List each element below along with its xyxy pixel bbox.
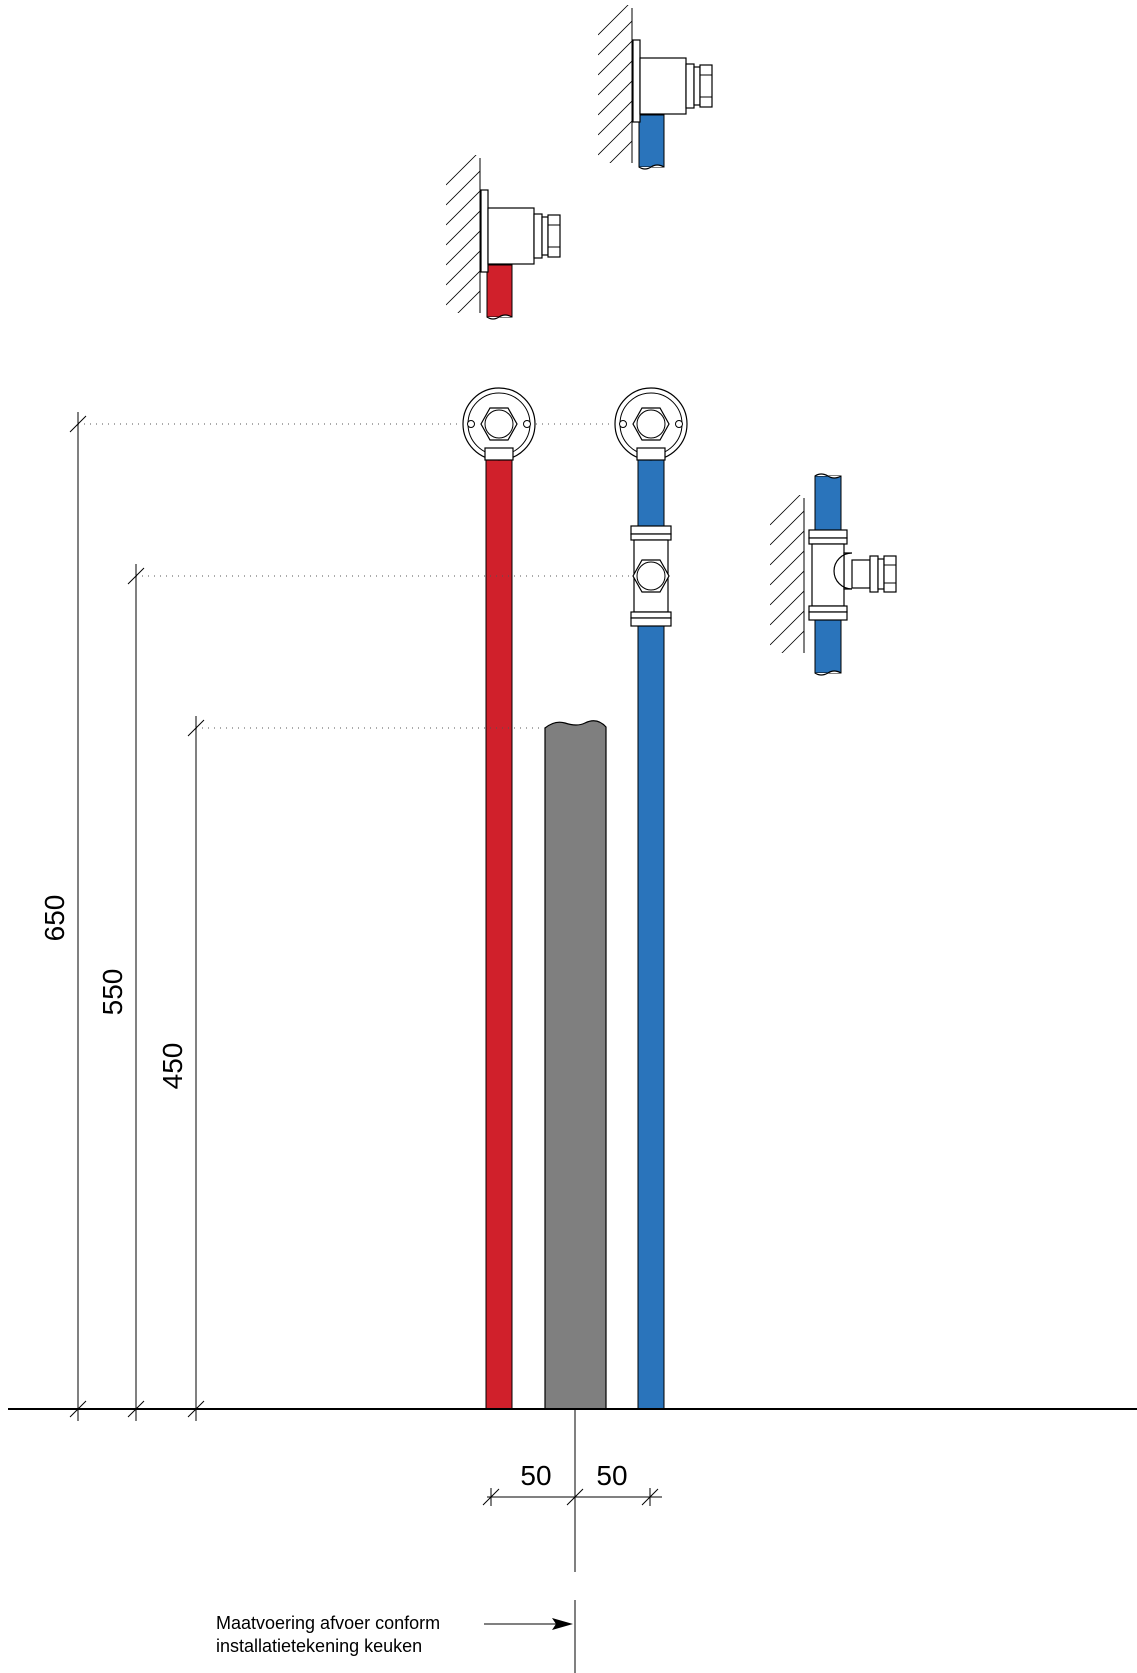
dim-450-label: 450 — [157, 1043, 188, 1090]
dim-horizontal: 50 50 — [482, 1409, 662, 1572]
dim-450: 450 — [157, 716, 205, 1421]
cold-pipe-stub — [638, 114, 665, 168]
cold-tee-fitting — [630, 525, 672, 627]
hot-wall-plate — [462, 387, 536, 461]
note-line-1: Maatvoering afvoer conform — [216, 1613, 440, 1633]
wall-hatch — [598, 5, 632, 163]
dim-50-right-label: 50 — [596, 1460, 627, 1491]
dim-650-label: 650 — [39, 895, 70, 942]
wall-hatch — [770, 495, 804, 653]
cold-pipe-lower — [814, 617, 842, 674]
cold-wall-valve-detail — [598, 5, 713, 170]
cold-pipe-upper — [814, 475, 842, 537]
hot-wall-valve-detail — [446, 155, 561, 320]
dim-550-label: 550 — [97, 969, 128, 1016]
wall-hatch — [446, 155, 480, 313]
drain-pipe — [544, 720, 607, 1410]
dim-50-left-label: 50 — [520, 1460, 551, 1491]
dim-550: 550 — [97, 564, 145, 1421]
hot-pipe-stub — [486, 264, 513, 318]
drain-note: Maatvoering afvoer conform installatiete… — [216, 1600, 576, 1673]
hot-pipe — [485, 457, 513, 1410]
note-line-2: installatietekening keuken — [216, 1636, 422, 1656]
dim-650: 650 — [39, 412, 87, 1421]
arrow-right-icon — [552, 1618, 573, 1630]
cold-wall-plate — [614, 387, 688, 461]
cold-tee-valve-detail — [770, 473, 897, 676]
